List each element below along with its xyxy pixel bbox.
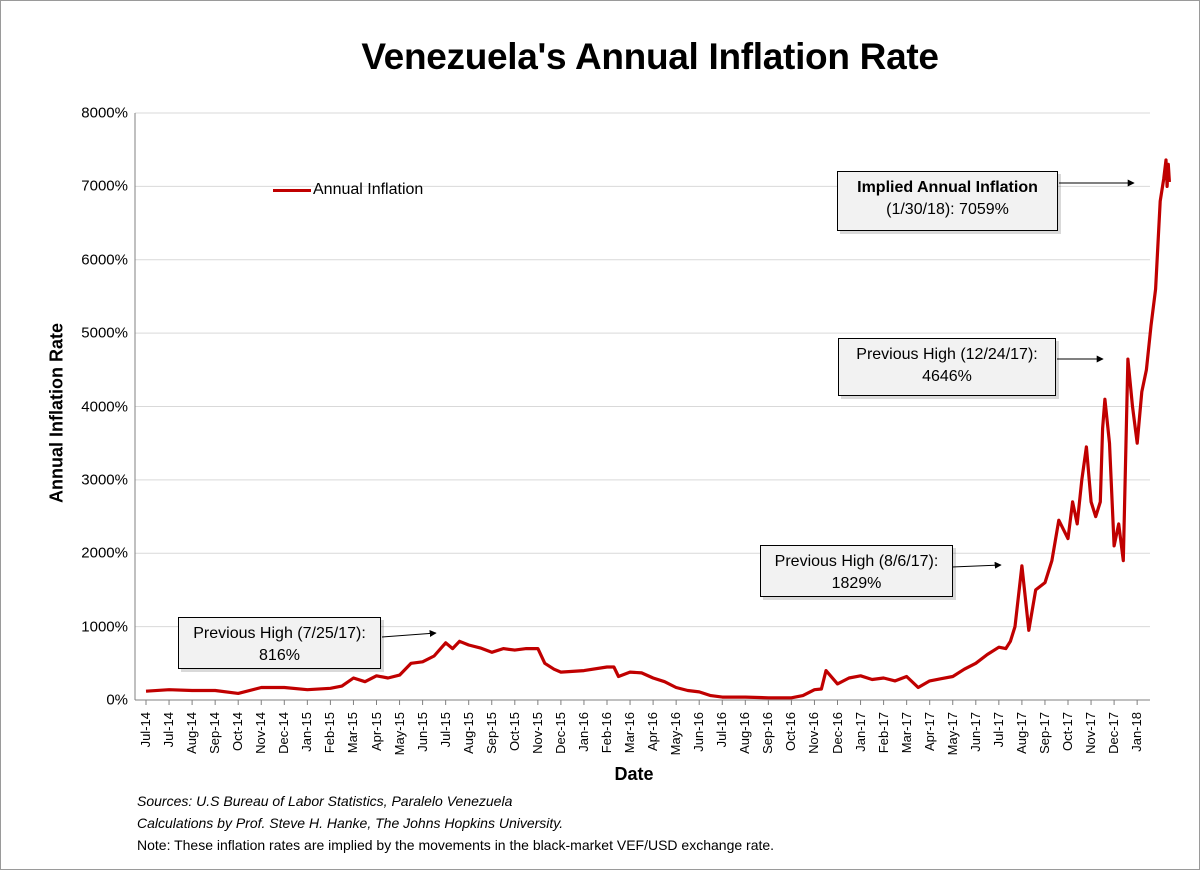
legend-swatch bbox=[273, 188, 311, 192]
y-tick-label: 6000% bbox=[81, 251, 128, 269]
y-tick-label: 0% bbox=[106, 691, 128, 709]
callout-line2: 1829% bbox=[831, 575, 882, 592]
callout-previous-high-dec: Previous High (12/24/17): 4646% bbox=[838, 338, 1056, 396]
y-tick-label: 2000% bbox=[81, 544, 128, 562]
legend: Annual Inflation bbox=[273, 181, 423, 199]
callout-previous-high-jul: Previous High (7/25/17): 816% bbox=[178, 617, 381, 669]
footer-sources: Sources: U.S Bureau of Labor Statistics,… bbox=[137, 793, 513, 809]
y-tick-label: 4000% bbox=[81, 398, 128, 415]
callout-line2: 4646% bbox=[922, 368, 972, 385]
footer-calculations: Calculations by Prof. Steve H. Hanke, Th… bbox=[137, 815, 564, 831]
callout-line1: Previous High (7/25/17): bbox=[193, 625, 366, 642]
callout-line2: (1/30/18): 7059% bbox=[886, 201, 1009, 218]
callout-line1: Previous High (8/6/17): bbox=[774, 553, 939, 570]
y-tick-label: 8000% bbox=[81, 104, 128, 122]
callout-previous-high-aug: Previous High (8/6/17): 1829% bbox=[760, 545, 953, 597]
series-line-annual-inflation bbox=[145, 158, 1171, 700]
y-tick-label: 3000% bbox=[81, 471, 128, 489]
callout-implied-inflation: Implied Annual Inflation (1/30/18): 7059… bbox=[837, 171, 1058, 231]
x-axis-label: Date bbox=[614, 764, 654, 784]
y-tick-label: 7000% bbox=[81, 177, 128, 195]
legend-label: Annual Inflation bbox=[313, 181, 424, 198]
y-tick-label: 5000% bbox=[81, 324, 128, 342]
callout-arrow bbox=[381, 629, 437, 638]
callout-line2: 816% bbox=[259, 647, 300, 664]
callout-line1: Implied Annual Inflation bbox=[857, 179, 1038, 196]
y-tick-label: 1000% bbox=[81, 618, 128, 636]
footer-note: Note: These inflation rates are implied … bbox=[137, 837, 775, 853]
callout-arrow bbox=[951, 561, 1002, 569]
callout-line1: Previous High (12/24/17): bbox=[856, 346, 1038, 363]
chart-title: Venezuela's Annual Inflation Rate bbox=[361, 36, 939, 77]
